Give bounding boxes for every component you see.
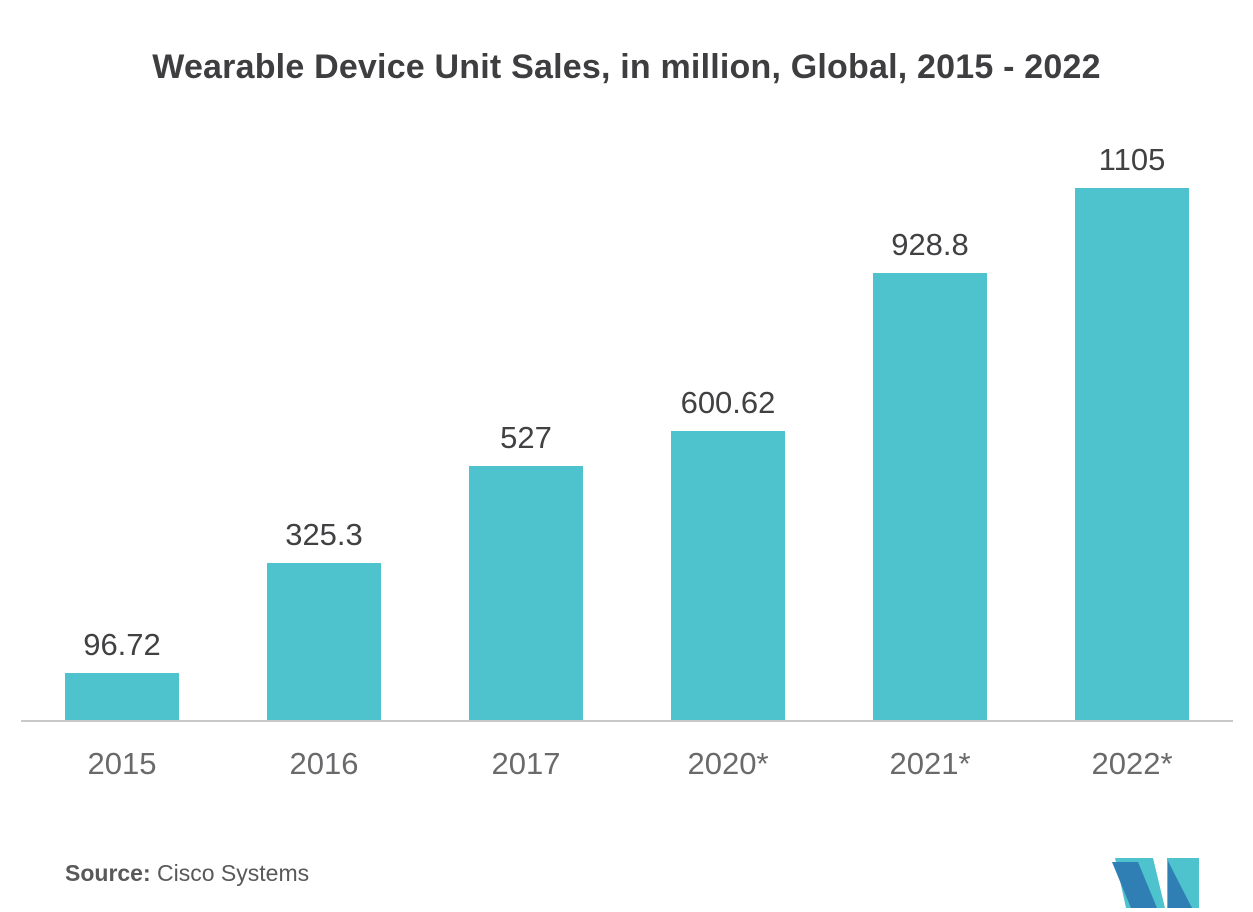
- bar: [267, 563, 381, 720]
- bar: [873, 273, 987, 720]
- bar-value-label: 527: [500, 420, 552, 455]
- x-axis-label: 2015: [87, 746, 157, 781]
- chart-title: Wearable Device Unit Sales, in million, …: [152, 48, 1101, 86]
- logo-blue-front-slab: [1112, 862, 1157, 908]
- x-axis-label: 2017: [491, 746, 561, 781]
- bar-group: 96.72: [21, 190, 223, 720]
- x-axis-label: 2016: [289, 746, 359, 781]
- bar-value-label: 600.62: [680, 385, 776, 420]
- plot-area: 96.72 325.3 527 600.62 928.8 1105: [21, 142, 1233, 722]
- bar-group: 928.8: [829, 190, 1031, 720]
- x-axis: 2015 2016 2017 2020* 2021* 2022*: [21, 724, 1233, 782]
- bar: [671, 431, 785, 720]
- bar: [65, 673, 179, 720]
- source-label: Source:: [65, 860, 151, 886]
- bar-group: 600.62: [627, 190, 829, 720]
- x-axis-label: 2020*: [687, 746, 769, 781]
- logo-blue-right-triangle: [1168, 861, 1192, 908]
- x-axis-label: 2022*: [1091, 746, 1173, 781]
- bar: [469, 466, 583, 720]
- bar-group: 325.3: [223, 190, 425, 720]
- bar-group: 527: [425, 190, 627, 720]
- bar-group: 1105: [1031, 142, 1233, 720]
- bar-value-label: 325.3: [285, 517, 363, 552]
- bar: [1075, 188, 1189, 720]
- bar-value-label: 1105: [1098, 142, 1166, 177]
- source-line: Source: Cisco Systems: [65, 860, 309, 887]
- x-axis-label: 2021*: [889, 746, 971, 781]
- bar-value-label: 96.72: [83, 627, 161, 662]
- bar-value-label: 928.8: [891, 227, 969, 262]
- source-text: Cisco Systems: [150, 860, 310, 886]
- mordor-intelligence-logo: [1112, 858, 1199, 908]
